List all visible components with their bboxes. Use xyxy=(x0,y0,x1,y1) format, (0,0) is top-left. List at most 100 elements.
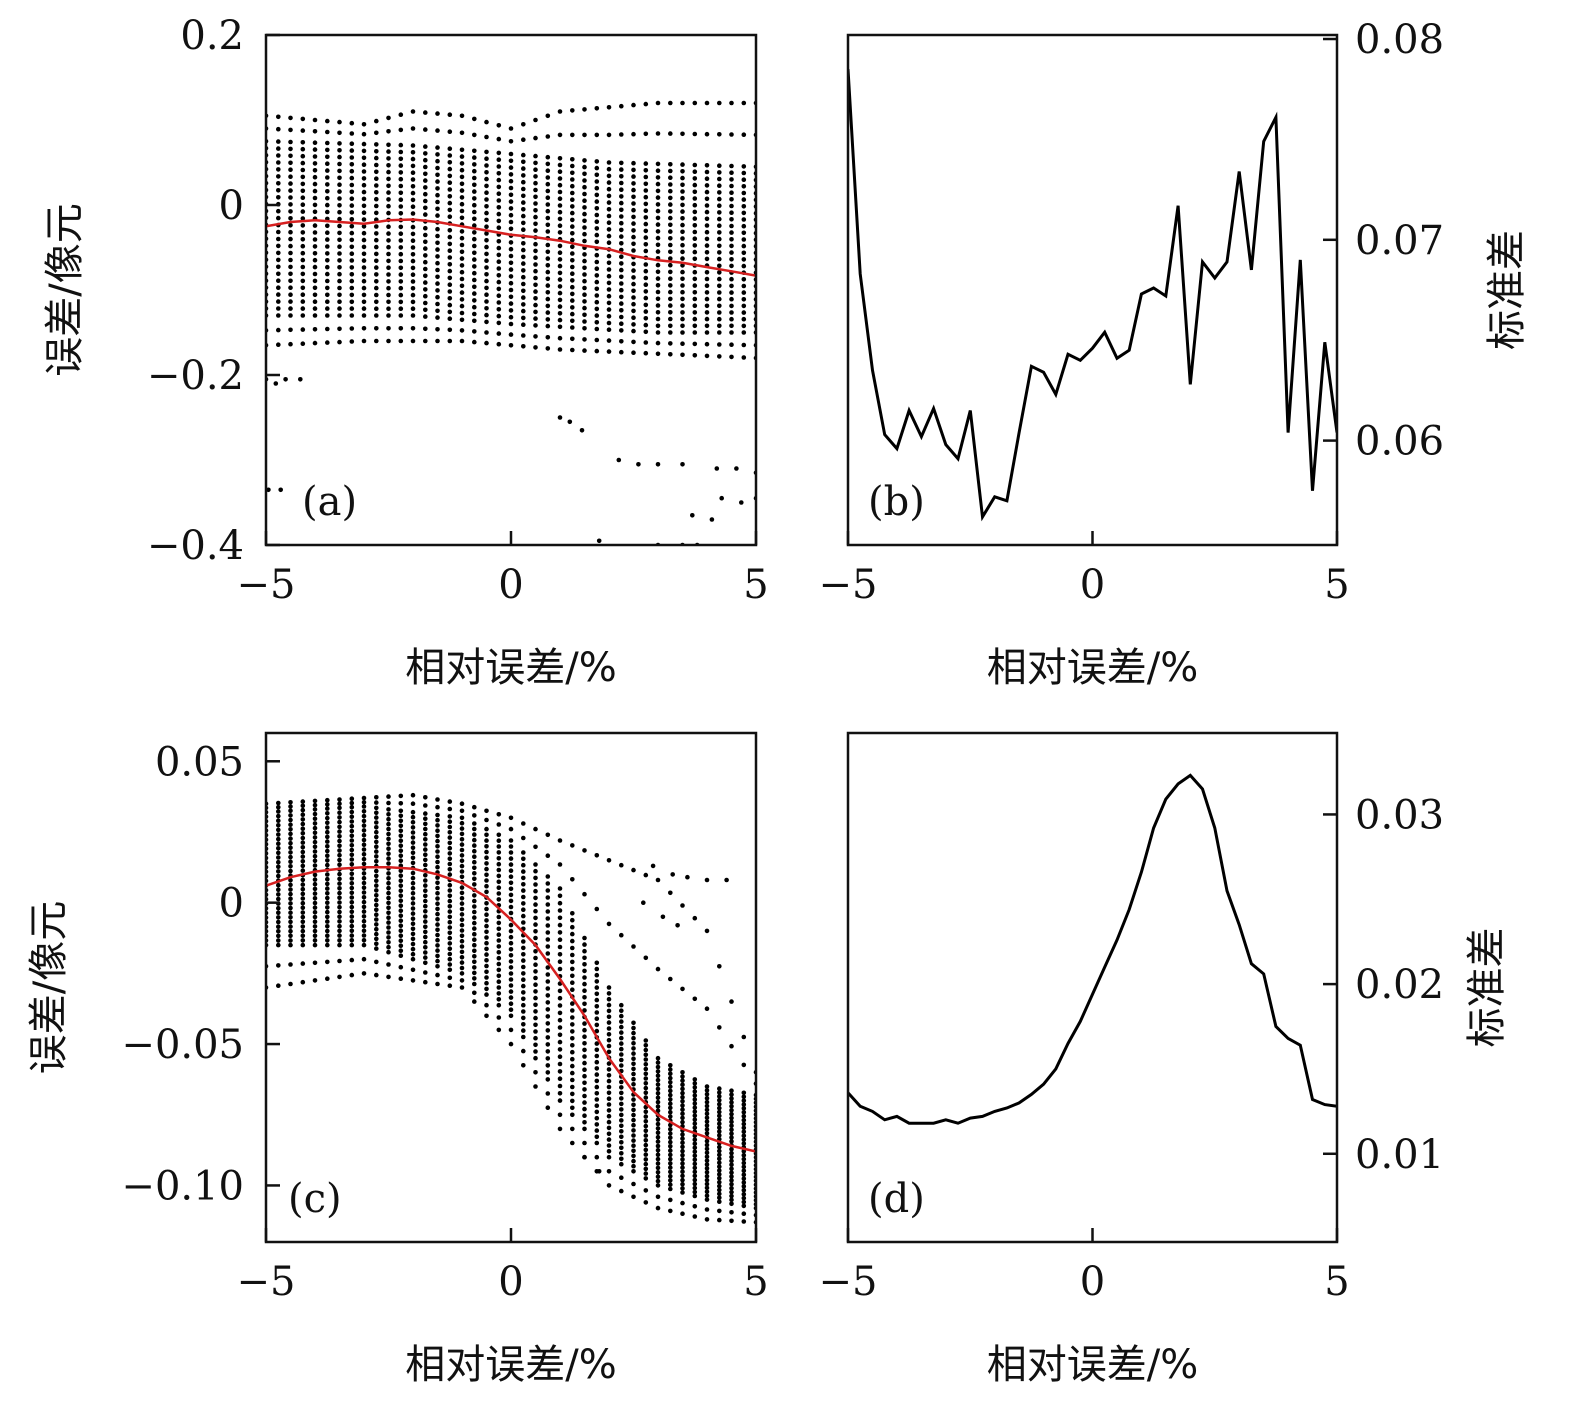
scatter-point xyxy=(472,865,477,871)
scatter-point xyxy=(312,306,318,311)
scatter-point xyxy=(386,129,391,134)
scatter-point xyxy=(423,795,428,800)
scatter-point xyxy=(709,517,715,522)
scatter-point xyxy=(386,306,391,312)
scatter-point xyxy=(557,277,563,282)
scatter-point xyxy=(643,131,649,137)
scatter-point xyxy=(619,194,624,199)
scatter-point xyxy=(570,1008,575,1013)
scatter-point xyxy=(312,237,318,242)
scatter-point xyxy=(300,891,306,897)
scatter-point xyxy=(594,1103,600,1108)
scatter-point xyxy=(276,160,281,165)
scatter-point xyxy=(619,241,624,246)
scatter-point xyxy=(349,141,355,146)
scatter-point xyxy=(312,835,318,840)
scatter-point xyxy=(655,276,661,281)
scatter-point xyxy=(717,176,722,182)
scatter-point xyxy=(680,289,685,295)
scatter-point xyxy=(643,289,649,294)
scatter-point xyxy=(704,236,710,242)
scatter-point xyxy=(484,923,489,929)
scatter-point xyxy=(349,809,355,815)
scatter-point xyxy=(361,832,367,838)
scatter-point xyxy=(729,1210,734,1215)
scatter-point xyxy=(655,1117,661,1122)
scatter-point xyxy=(398,953,404,958)
scatter-point xyxy=(447,882,453,888)
panel-label: (a) xyxy=(302,479,357,525)
scatter-point xyxy=(643,1081,649,1086)
scatter-point xyxy=(545,832,551,838)
scatter-point xyxy=(337,848,342,853)
scatter-point xyxy=(508,219,514,225)
scatter-point xyxy=(741,1110,747,1115)
scatter-point xyxy=(496,973,502,979)
scatter-point xyxy=(312,960,318,966)
scatter-point xyxy=(423,816,428,821)
scatter-point xyxy=(410,978,416,983)
scatter-point xyxy=(570,1056,575,1062)
scatter-point xyxy=(545,937,551,942)
scatter-point xyxy=(276,181,281,186)
scatter-point xyxy=(643,168,649,173)
scatter-point xyxy=(704,1142,710,1148)
scatter-point xyxy=(704,283,710,289)
scatter-point xyxy=(533,888,538,894)
scatter-point xyxy=(374,149,379,154)
scatter-point xyxy=(386,794,391,799)
scatter-point xyxy=(496,239,502,244)
scatter-point xyxy=(557,1069,563,1074)
scatter-point xyxy=(423,909,428,914)
scatter-point xyxy=(729,1096,734,1101)
scatter-point xyxy=(398,823,404,829)
scatter-point xyxy=(704,196,710,202)
scatter-point xyxy=(386,313,391,318)
scatter-point xyxy=(288,910,293,915)
scatter-point xyxy=(447,946,453,951)
scatter-point xyxy=(545,916,551,921)
scatter-point xyxy=(741,1156,747,1162)
scatter-point xyxy=(349,148,355,153)
scatter-point xyxy=(312,863,318,868)
scatter-point xyxy=(484,946,489,952)
scatter-point xyxy=(447,200,453,206)
plot-frame xyxy=(846,33,1339,547)
scatter-point xyxy=(300,905,306,911)
scatter-point xyxy=(692,1177,698,1183)
scatter-point xyxy=(582,305,587,311)
scatter-point xyxy=(459,815,465,821)
scatter-point xyxy=(447,296,453,301)
scatter-point xyxy=(729,197,734,202)
scatter-point xyxy=(668,262,673,268)
scatter-point xyxy=(276,938,281,943)
scatter-point xyxy=(374,130,379,136)
scatter-point xyxy=(374,825,379,830)
scatter-point xyxy=(386,915,391,920)
scatter-point xyxy=(582,948,587,954)
scatter-point xyxy=(557,243,563,249)
scatter-point xyxy=(521,308,526,314)
scatter-point xyxy=(472,189,477,194)
scatter-point xyxy=(533,908,538,914)
scatter-point xyxy=(557,900,563,906)
scatter-point xyxy=(276,896,281,902)
scatter-point xyxy=(655,249,661,254)
scatter-point xyxy=(410,951,416,957)
scatter-point xyxy=(508,126,514,131)
scatter-point xyxy=(312,168,318,173)
scatter-point xyxy=(582,1054,587,1059)
scatter-point xyxy=(570,291,575,297)
scatter-point xyxy=(508,977,514,982)
scatter-point xyxy=(668,168,673,174)
scatter-point xyxy=(533,1035,538,1041)
x-tick-label: 5 xyxy=(1324,562,1349,608)
scatter-point xyxy=(484,238,489,243)
scatter-point xyxy=(312,299,318,305)
scatter-point xyxy=(435,864,440,870)
scatter-point xyxy=(288,836,293,841)
scatter-point xyxy=(582,184,587,190)
scatter-point xyxy=(423,929,428,935)
scatter-point xyxy=(643,1176,649,1181)
scatter-point xyxy=(410,292,416,298)
